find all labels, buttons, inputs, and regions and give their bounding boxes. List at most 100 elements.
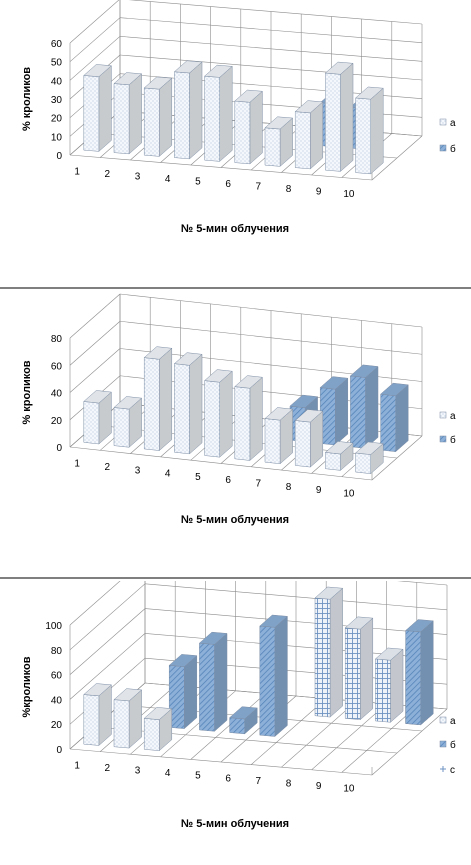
x-tick-label: 10 [343,189,355,200]
y-tick-label: 0 [56,745,62,756]
x-tick-label: 6 [225,773,231,784]
bar-а-5 [203,64,233,162]
bar-а-1 [83,683,113,747]
x-tick-label: 4 [165,174,171,185]
x-tick-label: 5 [195,176,201,187]
x-axis-title: № 5-мин облучения [181,514,289,526]
x-axis-title: № 5-мин облучения [181,223,289,235]
x-tick-label: 3 [135,766,141,777]
x-tick-label: 4 [165,768,171,779]
bar-б-5 [228,706,258,735]
y-axis-title: % кроликов [21,360,33,424]
y-tick-label: 60 [51,39,63,50]
legend-entry: б [439,739,456,751]
y-tick-label: 0 [56,443,62,454]
bar-б-6 [259,614,289,738]
x-tick-label: 1 [74,760,80,771]
y-axis-title: %кроликов [21,656,33,717]
y-tick-label: 40 [51,76,63,87]
bar-б-4 [198,631,228,732]
x-tick-label: 9 [316,781,322,792]
bar-а-1 [83,390,112,445]
panel-separator-1 [0,287,471,289]
y-tick-label: 20 [51,416,63,427]
bar-а-9 [324,61,354,172]
y-tick-label: 20 [51,720,63,731]
bar-а-6 [234,375,263,462]
x-tick-label: 2 [105,462,111,473]
y-tick-label: 40 [51,389,63,400]
y-tick-label: 60 [51,361,63,372]
bar-а-7 [264,116,294,167]
legend-entry: а [439,118,456,129]
x-tick-label: 2 [105,169,111,180]
bars [83,586,434,752]
bar-б-10 [380,382,409,453]
y-tick-label: 60 [51,671,63,682]
bar-а-2 [113,688,143,749]
x-tick-label: 6 [225,475,231,486]
bar-б-extra-10 [404,619,434,726]
legend-label: а [450,411,456,422]
bar-б-3 [168,654,198,730]
y-tick-label: 20 [51,114,63,125]
y-axis-title: % кроликов [21,67,33,131]
x-tick-label: 8 [286,482,292,493]
legend-label: с [450,765,455,776]
legend-label: а [450,118,456,129]
bar-б-8 [319,376,349,446]
bar-а-3 [143,76,173,157]
x-tick-label: 8 [286,779,292,790]
x-tick-label: 9 [316,186,322,197]
bars [83,346,409,475]
y-tick-label: 30 [51,95,63,106]
x-tick-label: 5 [195,472,201,483]
x-tick-label: 7 [256,181,262,192]
legend-label: б [450,143,456,155]
legend-entry: с [440,765,455,776]
bar-а-7 [264,407,294,465]
y-tick-label: 0 [56,151,62,162]
x-tick-label: 3 [135,465,141,476]
x-tick-label: 2 [105,763,111,774]
bar-б-9 [349,364,379,449]
y-tick-label: 40 [51,695,63,706]
x-tick-label: 4 [165,469,171,480]
bar-а-4 [173,352,203,455]
bar-с-8 [344,616,374,721]
bar-а-1 [83,64,113,152]
bar-а-8 [294,409,324,468]
legend-label: б [450,434,456,446]
bar-с-9 [374,647,404,723]
bar-а-8 [294,100,324,170]
x-tick-label: 3 [135,171,141,182]
bar-а-10 [355,441,384,475]
y-tick-label: 100 [45,621,62,632]
bar-а-9 [324,441,354,471]
x-tick-label: 9 [316,485,322,496]
chart-panel-3: 0 20 40 60 80 100 1 2 3 4 5 6 7 8 9 10 %кроликов № 5-мин … [0,581,471,865]
chart-panel-2: 0 20 40 60 80 1 2 3 4 5 6 7 8 9 10 % кроликов № 5-мин об… [0,291,471,573]
x-tick-label: 7 [256,478,262,489]
x-tick-label: 10 [343,784,355,795]
x-axis-title: № 5-мин облучения [181,818,289,830]
legend-entry: б [439,434,456,446]
bar-а-5 [204,369,233,458]
x-tick-label: 8 [286,184,292,195]
bar-а-2 [113,72,143,155]
x-tick-label: 10 [343,488,355,499]
y-tick-label: 80 [51,334,63,345]
legend-label: б [450,739,456,751]
chart-1-svg: 0 10 20 30 40 50 60 1 2 3 4 5 6 7 8 9 10 % кроликов № 5-ми… [21,0,456,235]
bars [83,60,384,175]
y-tick-label: 80 [51,646,63,657]
y-tick-label: 50 [51,58,63,69]
x-tick-label: 1 [74,459,80,470]
bar-а-3 [143,707,173,752]
bar-а-4 [173,60,203,160]
bar-а-6 [234,89,264,165]
legend-entry: б [439,143,456,155]
x-tick-label: 7 [256,776,262,787]
chart-3-svg: 0 20 40 60 80 100 1 2 3 4 5 6 7 8 9 10 %кроликов № 5-мин … [21,581,456,830]
bar-с-7 [314,586,344,718]
